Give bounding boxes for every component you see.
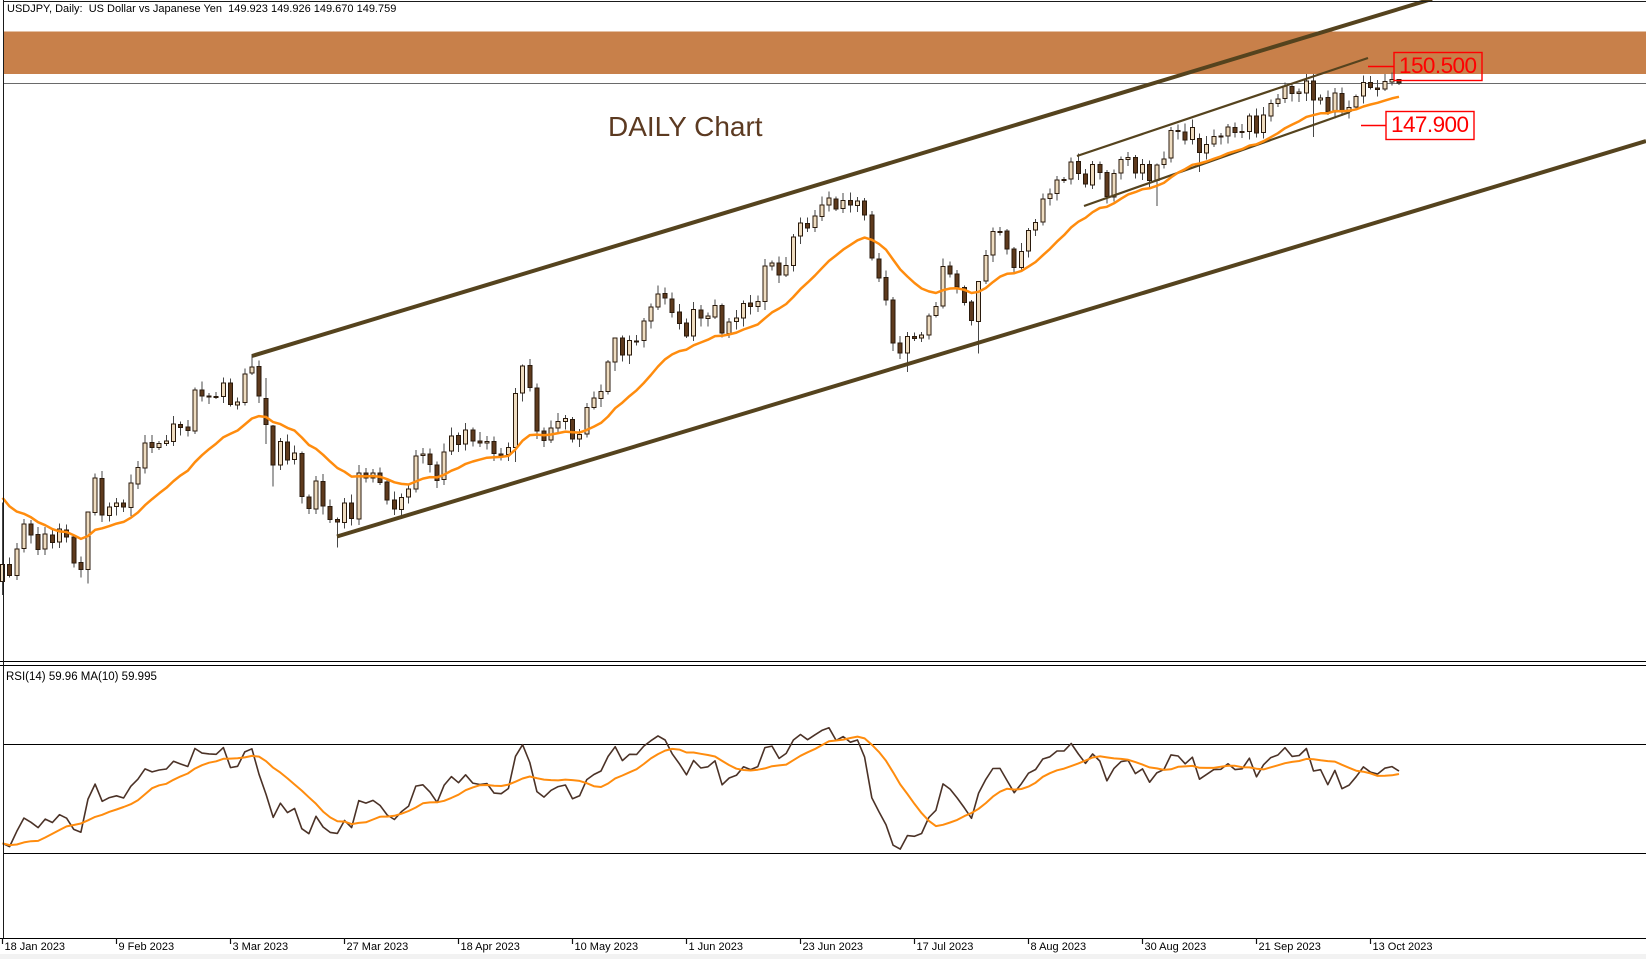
svg-text:18 Apr 2023: 18 Apr 2023	[461, 941, 520, 953]
svg-text:30 Aug 2023: 30 Aug 2023	[1145, 941, 1207, 953]
svg-text:USDJPY, Daily: US Dollar vs J: USDJPY, Daily: US Dollar vs Japanese Yen…	[7, 3, 396, 15]
svg-text:9 Feb 2023: 9 Feb 2023	[119, 941, 175, 953]
svg-text:1 Jun 2023: 1 Jun 2023	[689, 941, 743, 953]
svg-text:3 Mar 2023: 3 Mar 2023	[233, 941, 289, 953]
svg-text:DAILY Chart: DAILY Chart	[608, 111, 763, 142]
svg-text:17 Jul 2023: 17 Jul 2023	[917, 941, 974, 953]
svg-text:RSI(14) 59.96 MA(10) 59.995: RSI(14) 59.96 MA(10) 59.995	[6, 671, 157, 683]
svg-text:10 May 2023: 10 May 2023	[575, 941, 639, 953]
svg-text:8 Aug 2023: 8 Aug 2023	[1031, 941, 1087, 953]
svg-text:13 Oct 2023: 13 Oct 2023	[1373, 941, 1433, 953]
svg-text:147.900: 147.900	[1391, 112, 1469, 137]
svg-text:150.500: 150.500	[1399, 53, 1477, 78]
svg-text:23 Jun 2023: 23 Jun 2023	[803, 941, 864, 953]
svg-text:18 Jan 2023: 18 Jan 2023	[5, 941, 66, 953]
svg-text:27 Mar 2023: 27 Mar 2023	[347, 941, 409, 953]
svg-text:21 Sep 2023: 21 Sep 2023	[1259, 941, 1321, 953]
